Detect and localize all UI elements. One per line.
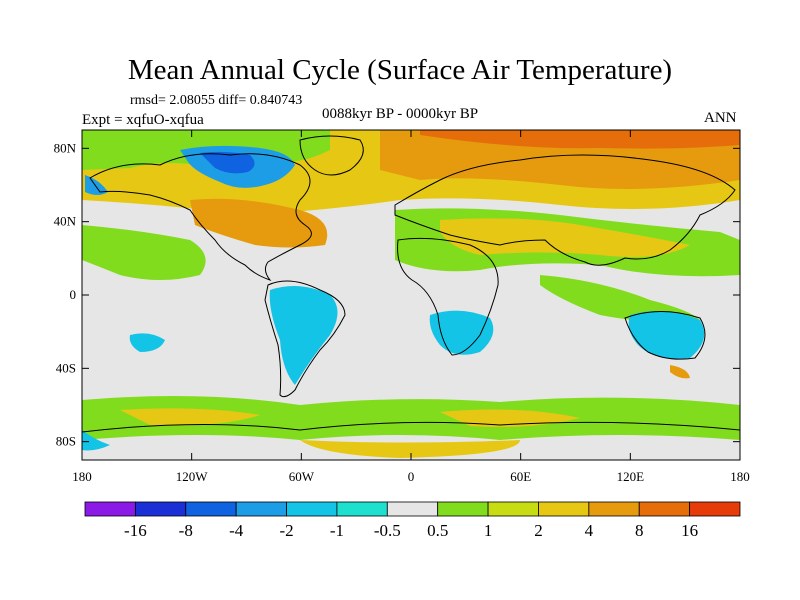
colorbar-label: 0.5 [427,521,448,540]
field-indonesia-green [540,275,700,322]
colorbar-swatch [286,501,338,517]
colorbar-swatch [235,501,287,517]
colorbar-label: -8 [179,521,193,540]
colorbar-swatch [134,501,187,517]
experiment-label: Expt = xqfuO-xqfua [82,112,204,128]
field-safrica-cyan [429,310,494,355]
x-tick-label: 60E [510,469,531,484]
period-label: 0088kyr BP - 0000kyr BP [322,106,479,122]
y-tick-label: 80N [54,140,77,155]
temperature-field [82,130,740,458]
coastline-south-america [264,280,346,398]
x-tick-label: 60W [289,469,315,484]
y-tick-label: 80S [56,434,76,449]
field-antarctic-yellow [300,440,520,458]
field-alaska-blue [85,175,108,195]
colorbar-label: 8 [635,521,644,540]
colorbar-swatch [538,501,590,517]
y-tick-label: 40S [56,360,76,375]
axis-ticks: 80N 40N 0 40S 80S 180 120W 60W 0 60E 120E 180 [54,130,750,484]
field-australia-cyan [628,311,705,359]
colorbar-label: -4 [229,521,244,540]
colorbar-swatch [185,501,237,517]
colorbar-label: 1 [484,521,493,540]
field-southern-green [82,396,740,440]
coastline-eurasia [394,154,736,266]
season-label: ANN [704,110,737,126]
field-southern-yellow-1 [120,408,260,426]
field-australia-orange [670,365,690,379]
field-antarctic-cyan [82,430,110,451]
colorbar: -16 -8 -4 -2 -1 -0.5 0.5 1 2 4 8 16 [84,501,741,540]
map-title: Mean Annual Cycle (Surface Air Temperatu… [127,54,673,86]
coastline-antarctica [82,421,740,433]
colorbar-swatch [588,501,640,517]
colorbar-swatch [386,501,439,517]
field-pacific-cyan [129,333,165,352]
coastlines [82,135,740,433]
x-tick-label: 180 [72,469,92,484]
y-tick-label: 40N [54,214,77,229]
x-tick-label: 0 [408,469,415,484]
colorbar-label: -1 [330,521,344,540]
coastline-australia [624,311,706,360]
field-asia-yellow [440,218,690,258]
coastline-north-america [89,153,312,282]
field-pacific-green [82,225,206,280]
x-tick-label: 120W [176,469,209,484]
colorbar-label: 2 [534,521,543,540]
x-tick-label: 120E [617,469,645,484]
colorbar-swatch [638,501,691,517]
colorbar-swatch [487,501,539,517]
field-samerica-cyan [269,286,338,385]
map-panel [81,129,741,461]
field-canada-darkblue [200,151,255,174]
colorbar-label: 4 [585,521,594,540]
y-tick-label: 0 [70,287,77,302]
coastline-africa [397,237,499,356]
colorbar-label: -16 [124,521,147,540]
field-namerica-orange [190,198,328,248]
stats-label: rmsd= 2.08055 diff= 0.840743 [130,93,303,108]
x-tick-label: 180 [730,469,750,484]
colorbar-swatch [84,501,136,517]
field-arctic-darkorange [420,130,740,149]
colorbar-swatch [336,501,388,517]
colorbar-swatch [689,501,741,517]
colorbar-label: 16 [681,521,698,540]
colorbar-swatch [437,501,489,517]
colorbar-label: -0.5 [374,521,401,540]
colorbar-label: -2 [279,521,293,540]
coastline-greenland [299,135,364,176]
